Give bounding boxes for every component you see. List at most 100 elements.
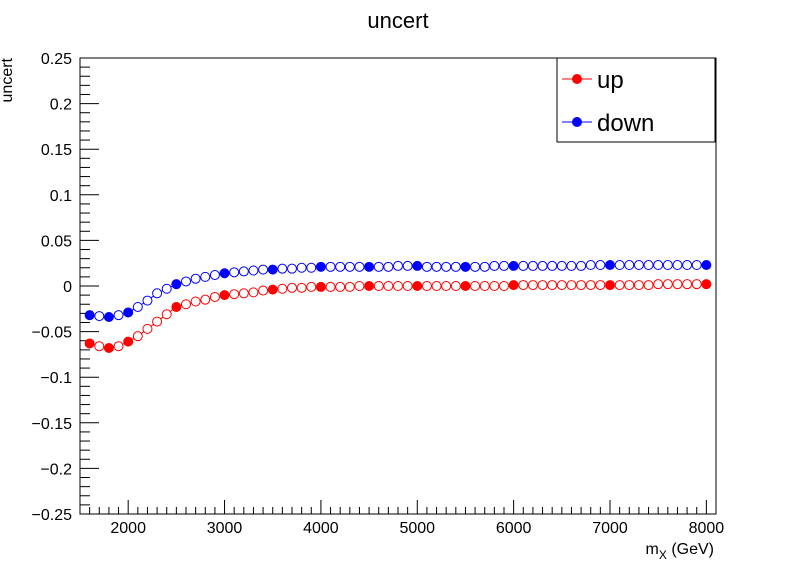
point-open-up xyxy=(113,341,124,352)
point-filled-up xyxy=(508,280,519,291)
point-open-down xyxy=(402,260,413,271)
point-open-up xyxy=(595,280,606,291)
point-filled-up xyxy=(103,343,114,354)
point-open-up xyxy=(402,281,413,291)
x-tick-label: 5000 xyxy=(399,520,435,537)
point-open-down xyxy=(181,276,191,287)
point-open-down xyxy=(258,264,269,275)
point-filled-up xyxy=(315,281,326,292)
point-open-down xyxy=(499,260,509,271)
point-open-down xyxy=(354,261,365,272)
series-line-up xyxy=(89,283,707,349)
point-open-up xyxy=(296,282,307,293)
point-open-down xyxy=(633,260,644,271)
point-open-up xyxy=(142,323,153,334)
point-open-up xyxy=(441,281,452,291)
point-open-up xyxy=(190,296,201,307)
point-filled-up xyxy=(267,284,278,295)
point-open-down xyxy=(518,260,529,271)
point-open-up xyxy=(672,279,683,290)
legend-box xyxy=(556,57,716,143)
point-open-up xyxy=(152,316,163,327)
point-open-up xyxy=(547,280,558,291)
x-tick-label: 8000 xyxy=(689,520,725,537)
point-open-up xyxy=(653,279,664,290)
point-open-down xyxy=(470,261,481,272)
point-filled-up xyxy=(605,280,615,291)
point-open-down xyxy=(672,260,683,271)
point-filled-down xyxy=(412,260,423,271)
point-open-up xyxy=(209,291,220,302)
legend-marker-up xyxy=(572,74,582,84)
point-open-up xyxy=(393,281,403,291)
x-axis-label-unit: (GeV) xyxy=(667,541,714,558)
point-open-down xyxy=(537,260,548,271)
point-open-down xyxy=(94,311,105,322)
point-open-up xyxy=(633,280,644,291)
point-open-down xyxy=(393,260,403,271)
y-tick-label: 0.2 xyxy=(50,97,72,114)
point-filled-down xyxy=(103,312,114,323)
point-open-up xyxy=(94,341,105,352)
x-axis-label-main: m xyxy=(646,541,659,558)
y-tick-label: −0.05 xyxy=(32,325,73,342)
point-open-down xyxy=(248,265,259,276)
point-open-down xyxy=(585,260,596,271)
point-open-down xyxy=(691,260,702,271)
point-open-down xyxy=(576,260,587,271)
point-filled-down xyxy=(171,279,182,290)
point-filled-up xyxy=(364,281,375,291)
point-open-down xyxy=(142,295,153,306)
point-open-up xyxy=(470,281,481,291)
point-open-down xyxy=(277,263,288,274)
point-open-down xyxy=(344,261,355,272)
point-open-down xyxy=(325,261,336,272)
point-open-up xyxy=(614,280,625,291)
x-axis-label-sub: X xyxy=(659,548,667,562)
point-open-up xyxy=(479,281,490,291)
x-axis-label: mX (GeV) xyxy=(646,541,714,562)
point-open-up xyxy=(576,280,587,291)
point-open-up xyxy=(132,331,143,342)
point-open-up xyxy=(325,281,336,292)
point-open-up xyxy=(161,309,172,320)
point-open-down xyxy=(556,260,567,271)
point-open-down xyxy=(643,260,654,271)
point-open-down xyxy=(653,260,664,271)
y-tick-label: 0.15 xyxy=(41,142,72,159)
point-open-up xyxy=(383,281,394,291)
point-filled-down xyxy=(267,264,278,275)
point-open-down xyxy=(441,261,452,272)
x-tick-label: 7000 xyxy=(592,520,628,537)
point-filled-down xyxy=(123,307,134,318)
legend-label-up: up xyxy=(597,67,624,94)
x-tick-label: 4000 xyxy=(303,520,339,537)
point-filled-up xyxy=(219,290,230,301)
point-open-down xyxy=(200,271,211,282)
point-open-up xyxy=(624,280,635,291)
point-open-down xyxy=(421,261,432,272)
chart-title: uncert xyxy=(367,8,428,33)
point-open-down xyxy=(547,260,558,271)
point-open-up xyxy=(248,287,259,298)
point-filled-up xyxy=(84,338,95,349)
point-open-up xyxy=(373,281,384,291)
point-open-up xyxy=(489,281,500,291)
point-open-up xyxy=(344,281,355,292)
point-filled-up xyxy=(171,301,182,312)
point-open-up xyxy=(499,281,509,291)
y-tick-label: 0.25 xyxy=(41,51,72,68)
point-open-down xyxy=(431,261,442,272)
y-axis-label: uncert xyxy=(0,57,16,102)
point-open-down xyxy=(614,260,625,271)
point-open-up xyxy=(566,280,577,291)
point-open-down xyxy=(190,273,201,284)
point-open-down xyxy=(682,260,693,271)
y-tick-label: 0.1 xyxy=(50,188,72,205)
y-tick-label: −0.2 xyxy=(40,461,72,478)
series-layer xyxy=(84,260,712,354)
axes: 2000 3000 4000 5000 6000 7000 8000 −0.25 −0.2 −0.… xyxy=(32,51,725,537)
point-open-down xyxy=(662,260,673,271)
point-open-up xyxy=(238,288,249,299)
x-tick-label: 2000 xyxy=(110,520,146,537)
